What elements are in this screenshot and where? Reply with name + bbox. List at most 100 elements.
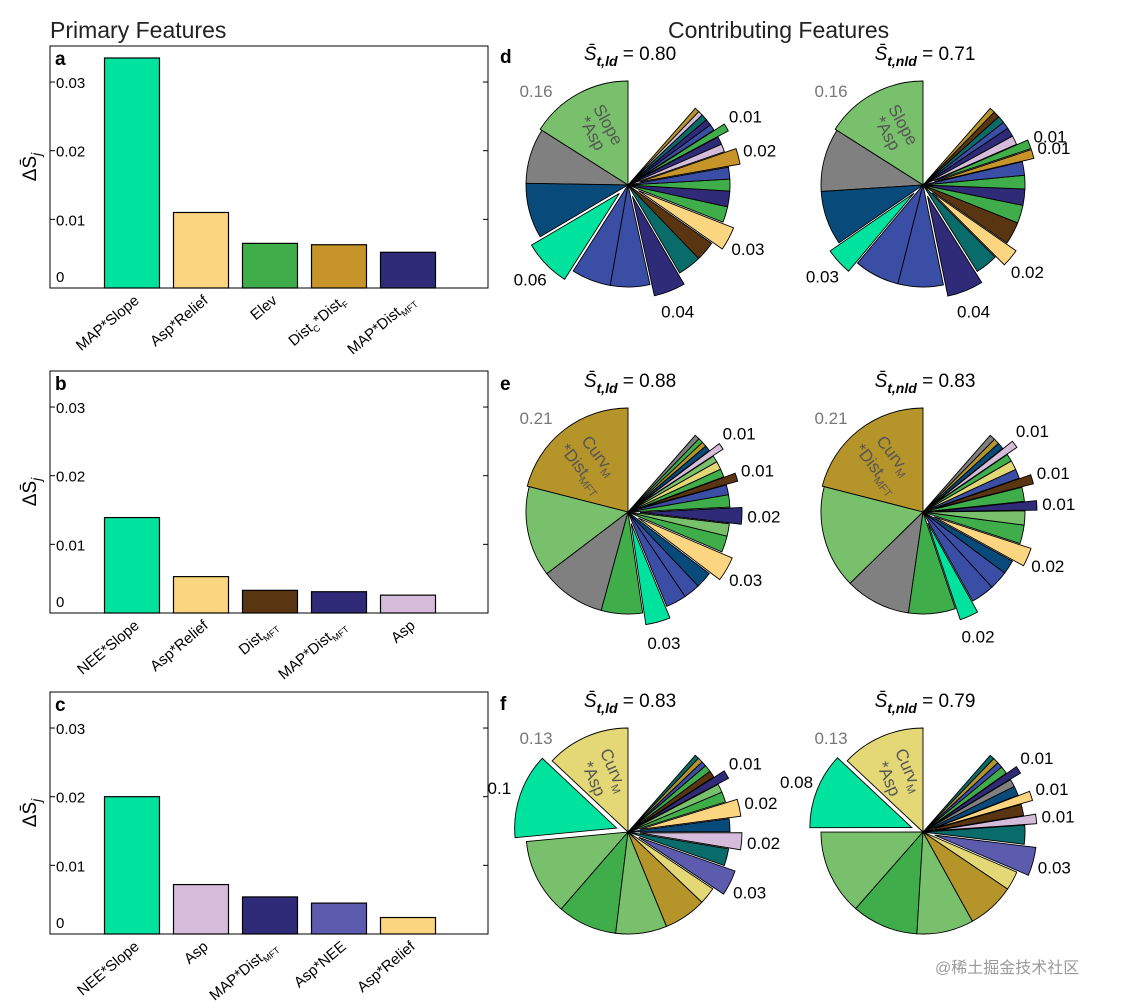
bar-panel-c: c 0 0.01 0.02 0.03 ΔS̄j NEE*Slope AspMAP*DistMF… <box>20 691 489 1004</box>
pie-slice <box>638 190 735 250</box>
main-slice-value: 0.13 <box>519 729 552 748</box>
pie-slice <box>934 834 1037 876</box>
bar-asp-relief <box>172 211 230 289</box>
y-tick-label: 0.02 <box>56 144 85 161</box>
pie-slice-label: 0.01 <box>1042 495 1075 514</box>
pie-slice <box>934 500 1038 512</box>
panel-letter: a <box>55 49 66 70</box>
pie-slice <box>922 161 1026 186</box>
x-tick-label: Asp <box>388 617 419 647</box>
pie-slice-main <box>821 407 924 513</box>
pie-slice-label: 0.1 <box>488 779 512 798</box>
panel-letter: c <box>55 695 66 716</box>
bar-asp-relief <box>172 576 230 614</box>
pie-slice <box>514 757 618 839</box>
pie-slice <box>922 754 995 833</box>
x-tick-label: MAP*DistMFT​ <box>275 617 351 685</box>
pie-slice-label: 0.04 <box>661 303 694 322</box>
pie-d-nld: S̄t,nld = 0.710.16Slope*Asp0.030.040.020… <box>806 44 1071 321</box>
x-tick-label: DistMFT​ <box>236 617 283 660</box>
bar-map-dist-mft <box>241 896 299 935</box>
x-tick-label: Elev <box>247 292 281 324</box>
pie-slice <box>927 522 979 621</box>
pie-slice <box>627 107 700 186</box>
pie-slice-main <box>846 727 924 834</box>
main-slice-value: 0.16 <box>814 82 847 101</box>
pie-slice <box>627 818 731 833</box>
pie-slice <box>922 434 996 513</box>
x-tick-label: Asp*Relief <box>354 938 419 997</box>
pie-slice-label: 0.01 <box>1035 780 1068 799</box>
x-tick-label: MAP*DistMFT​ <box>206 938 282 1004</box>
y-axis-label: ΔS̄j <box>20 798 44 827</box>
pie-slice <box>922 486 1025 513</box>
pie-slice-label: 0.02 <box>747 834 780 853</box>
pie-slice <box>927 195 983 297</box>
pie-slice <box>922 107 995 186</box>
pie-slice <box>627 831 714 903</box>
pie-slice <box>627 184 713 260</box>
bar-asp <box>379 594 437 614</box>
pie-slice <box>820 184 925 244</box>
x-tick-label: NEE*Slope <box>74 617 142 678</box>
bar-asp-nee <box>310 902 368 935</box>
pie-e-nld: S̄t,nld = 0.830.21CurvM*DistMFT0.020.020… <box>814 371 1075 646</box>
pie-slice <box>627 166 731 186</box>
watermark-text: @稀土掘金技术社区 <box>935 959 1079 977</box>
main-slice-value: 0.21 <box>519 409 552 428</box>
pie-slice <box>934 139 1032 182</box>
pie-slice-label: 0.02 <box>743 142 776 161</box>
pie-slice <box>525 182 630 238</box>
pie-slice <box>809 757 913 829</box>
pie-slice-label: 0.03 <box>1038 858 1071 877</box>
x-tick-label: Asp <box>181 938 212 968</box>
bar-map-dist-mft <box>379 251 437 289</box>
pie-slice-label: 0.02 <box>1011 263 1044 282</box>
pie-title: S̄t,ld = 0.88 <box>584 371 676 396</box>
pie-slice-label: 0.01 <box>1033 127 1066 146</box>
pie-f-nld: S̄t,nld = 0.790.13CurvM*Asp0.080.030.010… <box>780 691 1075 935</box>
pie-slice-label: 0.02 <box>1031 557 1064 576</box>
primary-features-header: Primary Features <box>50 17 226 43</box>
pie-slice <box>530 192 620 280</box>
pie-slice <box>638 123 729 180</box>
pie-slice <box>932 765 1022 826</box>
bar-map-slope <box>103 57 161 289</box>
main-slice-value: 0.21 <box>814 409 847 428</box>
pie-slice <box>820 831 924 910</box>
y-tick-label: 0.02 <box>56 790 85 807</box>
y-tick-label: 0.03 <box>56 721 85 738</box>
pie-slice <box>631 195 685 297</box>
pie-slice-label: 0.03 <box>647 634 680 653</box>
pie-slice <box>897 184 944 288</box>
pie-slice <box>922 511 1014 574</box>
pie-slice <box>627 783 723 833</box>
pie-slice-label: 0.04 <box>957 302 990 321</box>
pie-slice <box>922 184 996 273</box>
pie-slice <box>638 836 736 895</box>
pie-slice-label: 0.03 <box>731 240 764 259</box>
x-tick-label: Asp*Relief <box>147 617 212 676</box>
bar-dist-mft <box>241 589 299 614</box>
pie-slice <box>627 136 723 186</box>
pie-slice <box>922 803 1025 833</box>
pie-slice <box>627 434 700 513</box>
pie-slice <box>932 440 1018 506</box>
pie-slice <box>639 148 741 183</box>
contributing-features-header: Contributing Features <box>668 17 889 43</box>
pie-slice <box>609 184 651 288</box>
main-slice-value: 0.13 <box>814 729 847 748</box>
y-tick-label: 0.01 <box>56 537 85 554</box>
pie-slice-label: 0.01 <box>1020 749 1053 768</box>
pie-slice-main <box>834 80 924 186</box>
pie-slice-label: 0.02 <box>744 794 777 813</box>
pie-slice-label: 0.08 <box>780 773 813 792</box>
pie-slice <box>525 486 630 575</box>
pie-slice <box>934 790 1034 829</box>
panel-letter: d <box>500 47 512 68</box>
bar-dist-c-dist-f <box>310 244 368 289</box>
pie-slice <box>638 517 733 581</box>
pie-title: S̄t,ld = 0.83 <box>584 691 676 716</box>
